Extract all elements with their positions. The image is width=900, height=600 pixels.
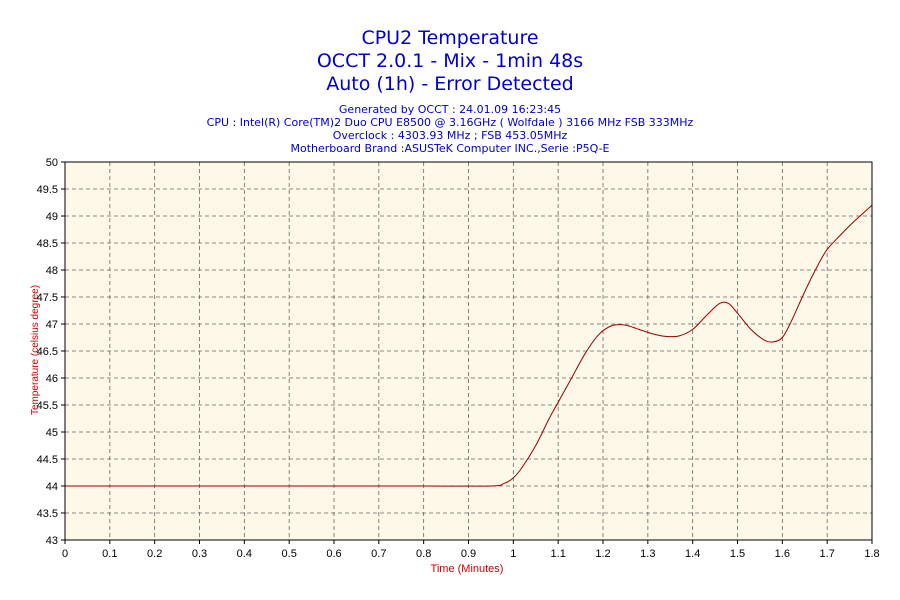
info-generated: Generated by OCCT : 24.01.09 16:23:45 — [338, 103, 562, 116]
info-overclock: Overclock : 4303.93 MHz ; FSB 453.05MHz — [332, 129, 568, 142]
x-tick-label: 1.5 — [730, 548, 745, 560]
y-tick-label: 47 — [46, 319, 58, 331]
y-tick-label: 43.5 — [37, 508, 58, 520]
grid — [65, 162, 872, 540]
y-tick-label: 45.5 — [37, 400, 58, 412]
y-tick-label: 44.5 — [37, 454, 58, 466]
chart-title: CPU2 Temperature — [361, 27, 539, 49]
axis-ticks: 0 0.1 0.2 0.3 0.4 0.5 0.6 0.7 0.8 0.9 1 1.1 1.2 1.3 1.… — [37, 157, 880, 560]
x-tick-label: 1.2 — [595, 548, 610, 560]
y-tick-label: 46 — [46, 373, 58, 385]
y-tick-label: 44 — [46, 481, 58, 493]
x-tick-label: 1.8 — [864, 548, 879, 560]
x-tick-label: 0.4 — [237, 548, 252, 560]
y-tick-label: 48 — [46, 265, 58, 277]
x-tick-label: 0.6 — [326, 548, 341, 560]
x-tick-label: 0.2 — [147, 548, 162, 560]
x-tick-label: 1.4 — [685, 548, 700, 560]
x-tick-label: 0.1 — [102, 548, 117, 560]
y-tick-label: 50 — [46, 157, 58, 169]
y-tick-label: 48.5 — [37, 238, 58, 250]
x-tick-label: 1.6 — [775, 548, 790, 560]
x-tick-label: 1.1 — [551, 548, 566, 560]
y-tick-label: 47.5 — [37, 292, 58, 304]
plot-border — [64, 161, 873, 541]
x-tick-label: 0.5 — [282, 548, 297, 560]
y-tick-label: 43 — [46, 535, 58, 547]
x-tick-label: 1.3 — [640, 548, 655, 560]
info-motherboard: Motherboard Brand :ASUSTeK Computer INC.… — [290, 142, 610, 155]
x-tick-label: 0.9 — [461, 548, 476, 560]
x-axis-label: Time (Minutes) — [431, 563, 504, 575]
y-tick-label: 49 — [46, 211, 58, 223]
x-tick-label: 1 — [510, 548, 516, 560]
chart-subtitle-test: OCCT 2.0.1 - Mix - 1min 48s — [316, 50, 584, 72]
x-tick-label: 0.8 — [416, 548, 431, 560]
x-tick-label: 0.3 — [192, 548, 207, 560]
x-tick-label: 1.7 — [820, 548, 835, 560]
x-tick-label: 0.7 — [371, 548, 386, 560]
series-line-temperature — [65, 204, 873, 487]
info-cpu: CPU : Intel(R) Core(TM)2 Duo CPU E8500 @… — [206, 116, 694, 129]
chart-subtitle-status: Auto (1h) - Error Detected — [326, 73, 574, 95]
y-tick-label: 46.5 — [37, 346, 58, 358]
y-tick-label: 45 — [46, 427, 58, 439]
x-tick-label: 0 — [62, 548, 68, 560]
y-tick-label: 49.5 — [37, 184, 58, 196]
y-axis-label: Temperature (celsius degree) — [30, 285, 41, 415]
